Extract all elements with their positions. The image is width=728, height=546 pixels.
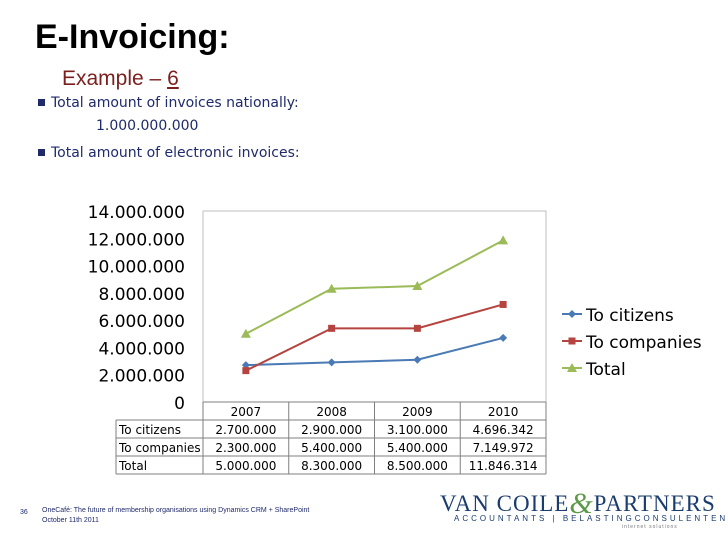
footer-line-2: October 11th 2011 [42,517,99,524]
table-data-value: 11.846.314 [469,459,538,473]
slide-number: 36 [20,509,28,516]
logo-tagline-2: internet solutions [622,524,678,530]
bullet-text: Total amount of invoices nationally: [51,95,299,111]
bullet-square-icon [38,148,45,156]
series-line-1 [245,336,504,367]
table-data-value: 5.400.000 [387,441,448,455]
logo-brand-left: VAN COILE [440,491,570,516]
y-tick-label: 10.000.000 [88,258,185,278]
national-total-value: 1.000.000.000 [96,118,199,134]
data-point [327,358,336,367]
bullet-square-icon [38,98,45,106]
x-category-label: 2007 [231,405,262,419]
data-point [412,281,423,291]
subtitle-number: 6 [167,67,179,90]
series-line-3 [245,239,504,335]
bullet-electronic: Total amount of electronic invoices: [38,145,300,161]
data-point [242,367,250,375]
table-data-value: 7.149.972 [473,441,534,455]
x-category-label: 2010 [488,405,519,419]
subtitle-prefix: Example – [62,67,168,90]
slide-subtitle: Example – 6 [62,67,179,91]
logo-ampersand: & [569,487,594,520]
table-data-value: 8.300.000 [301,459,362,473]
legend-label: To companies [585,333,702,353]
slide-footer: OneCafé: The future of membership organi… [42,506,309,526]
data-point [498,235,509,245]
y-tick-label: 8.000.000 [98,285,185,305]
table-series-label: To companies [118,441,201,455]
legend-marker [568,337,576,345]
legend-label: To citizens [585,306,674,326]
bullet-text: Total amount of electronic invoices: [51,145,300,161]
legend-label: Total [585,360,626,380]
y-tick-label: 12.000.000 [88,230,185,250]
data-point [499,300,507,308]
legend-marker [567,363,577,372]
footer-line-1: OneCafé: The future of membership organi… [42,507,310,514]
table-data-value: 2.700.000 [215,423,276,437]
table-data-value: 2.300.000 [215,441,276,455]
logo-tagline: ACCOUNTANTS | BELASTINGCONSULENTEN [454,514,728,523]
data-point [413,324,421,332]
table-series-label: To citizens [118,423,181,437]
table-data-value: 8.500.000 [387,459,448,473]
legend-marker [568,310,576,318]
data-point [326,283,337,293]
x-category-label: 2008 [316,405,347,419]
bullet-national: Total amount of invoices nationally: [38,95,299,111]
data-point [240,328,251,338]
series-line-2 [245,303,504,372]
table-data-value: 5.000.000 [215,459,276,473]
data-point [328,324,336,332]
company-logo: VAN COILE&PARTNERS ACCOUNTANTS | BELASTI… [440,483,725,530]
table-data-value: 5.400.000 [301,441,362,455]
table-data-value: 3.100.000 [387,423,448,437]
table-series-label: Total [118,459,147,473]
y-tick-label: 4.000.000 [98,339,185,359]
data-point [499,333,508,342]
y-tick-label: 14.000.000 [88,203,185,223]
logo-brand: VAN COILE&PARTNERS [440,485,716,520]
x-category-label: 2009 [402,405,433,419]
logo-brand-right: PARTNERS [593,491,716,516]
data-point [413,355,422,364]
table-data-value: 4.696.342 [473,423,534,437]
y-tick-label: 2.000.000 [98,367,185,387]
y-tick-label: 0 [174,394,185,414]
y-tick-label: 6.000.000 [98,312,185,332]
slide-title: E-Invoicing: [35,18,230,56]
table-data-value: 2.900.000 [301,423,362,437]
